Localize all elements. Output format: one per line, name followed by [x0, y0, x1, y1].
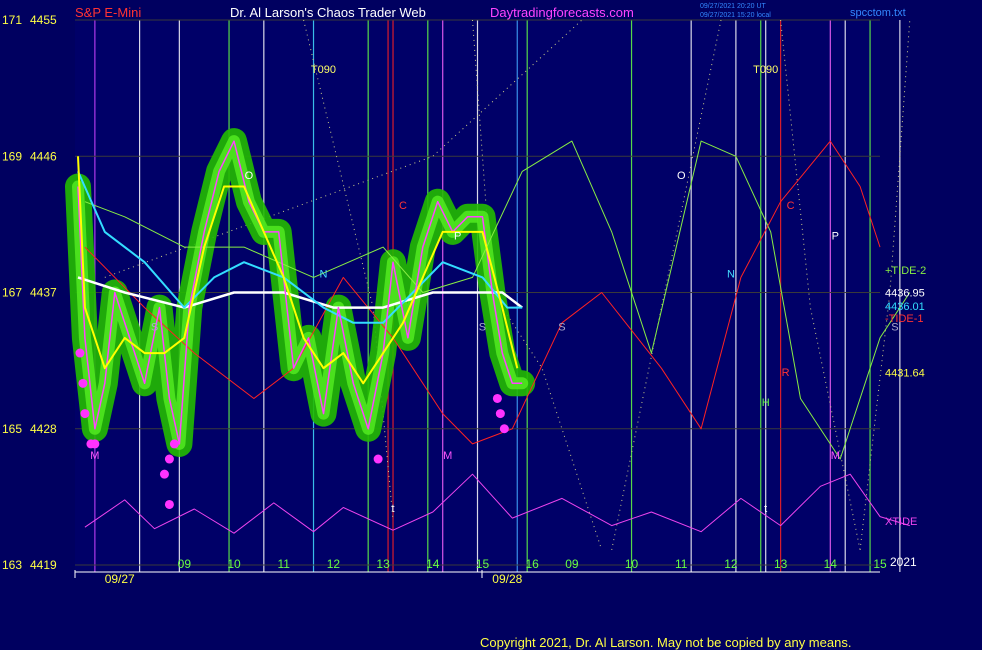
x-hour-label-5: 14	[426, 557, 440, 571]
y-tick-right-4: 4419	[30, 558, 57, 572]
timestamp-ut: 09/27/2021 20:20 UT	[700, 3, 766, 10]
annotation-9: N	[727, 268, 735, 280]
price-dot-7	[169, 439, 179, 449]
series-line-white-average	[77, 276, 523, 309]
x-hour-label-10: 11	[675, 557, 688, 571]
annotation-15: M	[443, 450, 452, 462]
series-line-cyan-average	[77, 170, 523, 324]
annotation-12: S	[558, 321, 565, 333]
y-tick-left-1: 169	[2, 149, 22, 163]
annotation-4: C	[399, 200, 407, 212]
x-hour-label-12: 13	[774, 557, 788, 571]
annotation-16: M	[831, 450, 840, 462]
y-tick-right-0: 4455	[30, 13, 57, 27]
x-hour-label-11: 12	[724, 557, 738, 571]
annotation-3: O	[677, 170, 686, 182]
site-title: Dr. Al Larson's Chaos Trader Web	[230, 5, 426, 20]
year-label: 2021	[890, 555, 917, 569]
y-tick-left-2: 167	[2, 286, 22, 300]
x-hour-label-9: 10	[625, 557, 639, 571]
annotation-13: S	[891, 321, 898, 333]
copyright-notice: Copyright 2021, Dr. Al Larson. May not b…	[480, 635, 851, 650]
x-axis-ticks: 09 10 11 12 13 14 15 16 09 10 11 12 13 14 15 09/27 09/28	[105, 557, 887, 586]
annotation-10: S	[151, 321, 158, 333]
price-dot-11	[495, 409, 505, 419]
annotation-11: S	[479, 321, 486, 333]
price-dot-12	[499, 424, 509, 434]
right-label-5: XTIDE	[885, 516, 917, 528]
annotation-2: O	[245, 170, 254, 182]
annotation-1: T090	[753, 64, 778, 76]
annotation-14: M	[90, 450, 99, 462]
y-tick-right-2: 4437	[30, 286, 57, 300]
right-label-3: -TIDE-1	[885, 313, 924, 325]
right-label-1: 4436.95	[885, 288, 925, 300]
y-tick-left-3: 165	[2, 422, 22, 436]
annotation-20: t	[764, 503, 767, 515]
annotation-17: R	[782, 367, 790, 379]
y-tick-left-4: 163	[2, 558, 22, 572]
price-dot-9	[373, 454, 383, 464]
x-hour-label-6: 15	[476, 557, 490, 571]
x-hour-label-0: 09	[178, 557, 192, 571]
right-label-0: +TIDE-2	[885, 265, 926, 277]
data-filename: spcctom.txt	[850, 7, 906, 19]
right-label-2: 4436.01	[885, 301, 925, 313]
price-dot-1	[78, 378, 88, 388]
x-date-label-1: 09/28	[492, 572, 522, 586]
site-url[interactable]: Daytradingforecasts.com	[490, 5, 634, 20]
series-line-price	[77, 140, 523, 445]
y-tick-right-1: 4446	[30, 149, 57, 163]
timestamp-local: 09/27/2021 15:20 local	[700, 12, 771, 19]
annotation-7: P	[832, 231, 839, 243]
price-dot-0	[75, 348, 85, 358]
x-hour-label-2: 11	[277, 557, 290, 571]
series-line-tide-1	[84, 140, 881, 445]
annotation-19: t	[391, 503, 394, 515]
y-axis-ticks: 171 4455 169 4446 167 4437 165 4428 163 4419	[2, 13, 57, 572]
annotation-6: P	[454, 231, 461, 243]
x-hour-label-1: 10	[227, 557, 241, 571]
annotation-0: T090	[311, 64, 336, 76]
series-line-fast-average	[77, 156, 519, 385]
x-date-label-0: 09/27	[105, 572, 135, 586]
price-dot-5	[159, 469, 169, 479]
price-dot-2	[80, 409, 90, 419]
series-line-xtide	[84, 473, 910, 534]
x-hour-label-13: 14	[824, 557, 838, 571]
chart-annotations: T090 T090 O O C C P P N N S S S S M M M R Ht t	[90, 64, 898, 515]
x-hour-label-8: 09	[565, 557, 579, 571]
symbol-label: S&P E-Mini	[75, 5, 141, 20]
y-tick-right-3: 4428	[30, 422, 57, 436]
price-extreme-dots	[75, 348, 509, 509]
x-hour-label-3: 12	[327, 557, 341, 571]
annotation-18: H	[762, 397, 770, 409]
right-label-4: 4431.64	[885, 368, 925, 380]
series-lines	[77, 140, 911, 534]
price-dot-6	[164, 454, 174, 464]
x-hour-label-4: 13	[376, 557, 390, 571]
x-hour-label-14: 15	[873, 557, 887, 571]
x-hour-label-7: 16	[525, 557, 539, 571]
price-dot-4	[90, 439, 100, 449]
y-tick-left-0: 171	[2, 13, 22, 27]
series-line-tide-2	[84, 140, 911, 460]
price-dot-8	[164, 499, 174, 509]
annotation-8: N	[319, 268, 327, 280]
price-dot-10	[492, 393, 502, 403]
annotation-5: C	[787, 200, 795, 212]
